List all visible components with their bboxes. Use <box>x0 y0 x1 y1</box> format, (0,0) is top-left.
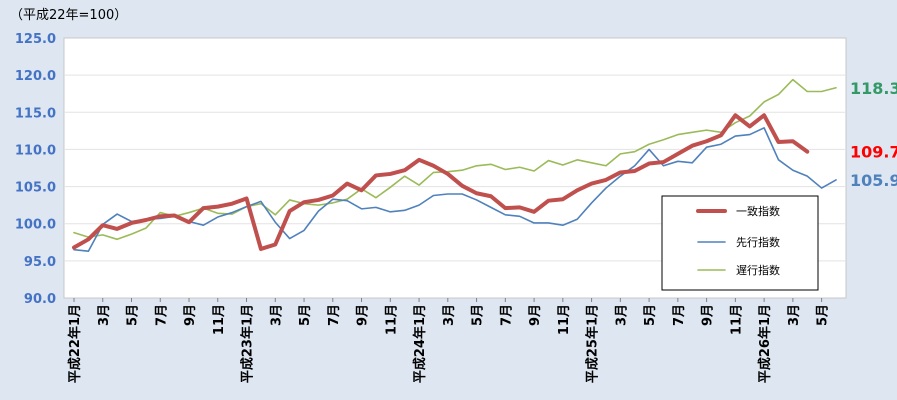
x-tick-label: 平成24年1月 <box>412 304 428 383</box>
legend-label: 一致指数 <box>736 204 780 218</box>
y-tick-label: 115.0 <box>15 106 56 121</box>
x-tick-label: 9月 <box>701 304 716 326</box>
x-tick-label: 11月 <box>212 304 227 335</box>
series-line <box>72 113 810 251</box>
unit-note: （平成22年=100） <box>10 8 128 23</box>
x-tick-label: 5月 <box>471 304 486 326</box>
y-tick-label: 125.0 <box>15 32 56 47</box>
x-tick-label: 3月 <box>787 304 802 326</box>
y-tick-label: 110.0 <box>15 143 56 158</box>
x-tick-label: 11月 <box>557 304 572 335</box>
y-tick-label: 105.0 <box>15 181 56 196</box>
x-tick-label: 9月 <box>356 304 371 326</box>
x-tick-label: 5月 <box>126 304 141 326</box>
y-tick-label: 120.0 <box>15 69 56 84</box>
x-tick-label: 3月 <box>269 304 284 326</box>
end-value-label: 105.9 <box>850 171 897 190</box>
legend-box <box>661 195 819 291</box>
x-tick-label: 5月 <box>816 304 831 326</box>
x-tick-label: 3月 <box>97 304 112 326</box>
x-tick-label: 平成26年1月 <box>757 304 773 383</box>
y-tick-label: 90.0 <box>24 292 56 307</box>
x-tick-label: 7月 <box>499 304 514 326</box>
end-value-label: 118.3 <box>850 79 897 98</box>
legend-label: 遅行指数 <box>736 263 780 277</box>
x-tick-label: 5月 <box>643 304 658 326</box>
x-tick-label: 11月 <box>384 304 399 335</box>
end-value-label: 109.7 <box>850 143 897 162</box>
x-tick-label: 平成22年1月 <box>67 304 83 383</box>
x-tick-label: 7月 <box>154 304 169 326</box>
y-tick-label: 95.0 <box>24 255 56 270</box>
legend-label: 先行指数 <box>736 235 780 249</box>
x-tick-label: 平成23年1月 <box>240 304 256 383</box>
x-tick-label: 9月 <box>528 304 543 326</box>
y-tick-label: 100.0 <box>15 218 56 233</box>
x-tick-label: 5月 <box>298 304 313 326</box>
x-tick-label: 3月 <box>614 304 629 326</box>
series-line <box>73 127 837 252</box>
x-tick-label: 3月 <box>442 304 457 326</box>
x-tick-label: 平成25年1月 <box>585 304 601 383</box>
x-tick-label: 7月 <box>672 304 687 326</box>
x-tick-label: 7月 <box>327 304 342 326</box>
x-tick-label: 9月 <box>183 304 198 326</box>
x-tick-label: 11月 <box>729 304 744 335</box>
